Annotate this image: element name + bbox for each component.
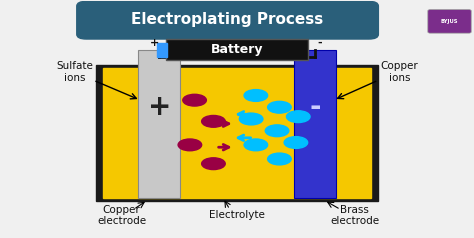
Text: Sulfate
ions: Sulfate ions [56,61,93,83]
FancyBboxPatch shape [77,1,378,39]
Circle shape [178,139,201,151]
Circle shape [239,113,263,125]
Circle shape [265,125,289,137]
Text: +: + [147,93,171,121]
Text: Battery: Battery [211,43,263,56]
Circle shape [201,115,225,127]
Text: Copper
electrode: Copper electrode [97,205,146,226]
Text: BYJUS: BYJUS [441,19,458,24]
Circle shape [268,153,291,165]
Text: -: - [317,38,322,48]
Circle shape [244,89,268,101]
Text: Brass
electrode: Brass electrode [330,205,379,226]
FancyBboxPatch shape [166,39,308,60]
Bar [96,65,378,201]
Circle shape [286,111,310,123]
FancyBboxPatch shape [428,10,471,33]
Text: Electroplating Process: Electroplating Process [131,12,324,27]
Text: +: + [150,38,159,48]
Circle shape [201,158,225,169]
Circle shape [284,137,308,149]
Text: -: - [309,93,320,121]
Text: Copper
ions: Copper ions [381,61,419,83]
Text: Electrolyte: Electrolyte [209,210,265,220]
Circle shape [268,101,291,113]
Bar [157,43,167,57]
Circle shape [183,94,206,106]
Bar [138,50,181,198]
Bar [103,69,371,198]
Bar [293,50,336,198]
Circle shape [244,139,268,151]
